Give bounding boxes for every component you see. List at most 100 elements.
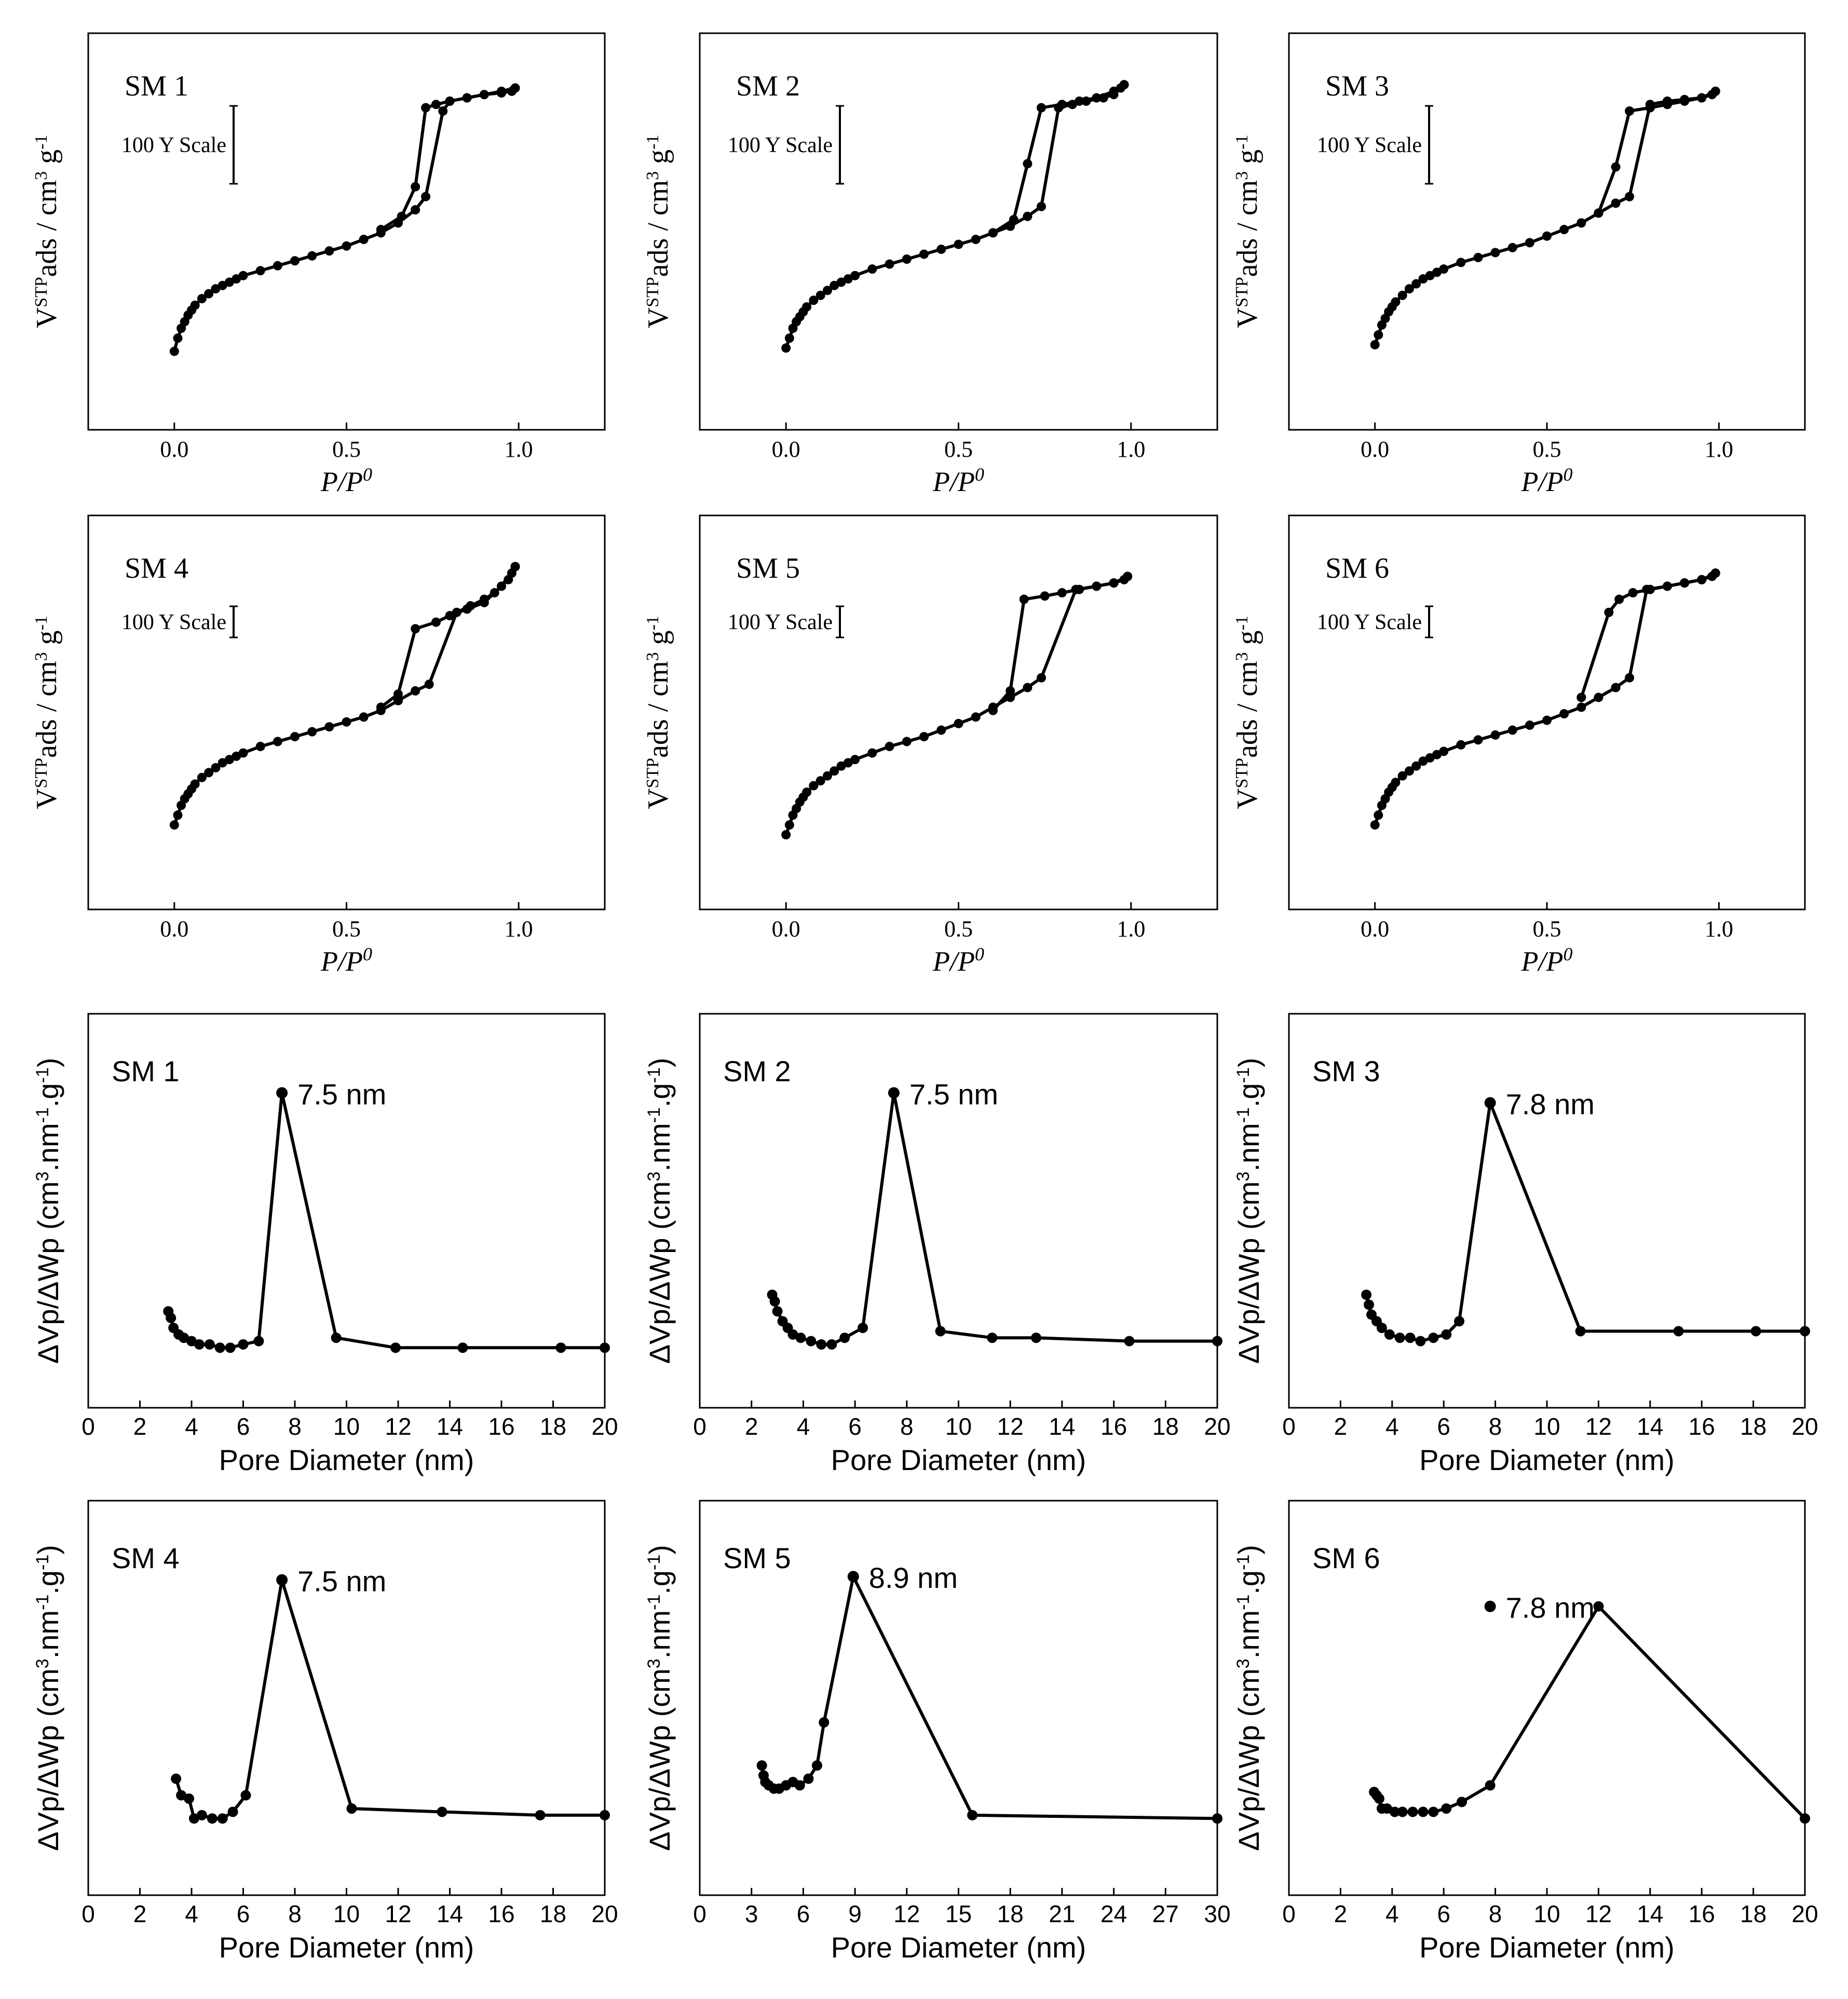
x-axis-label-superscript: 0 [975,464,984,485]
x-tick-label: 6 [797,1900,810,1927]
data-point [510,83,520,93]
data-point [438,106,448,116]
data-point [217,1813,228,1824]
data-point [935,1326,946,1337]
x-tick-label: 4 [1385,1413,1399,1440]
data-point [1009,215,1018,225]
chart-panel-iso2: 0.0 0.5 1.0 P/P0 VSTPads / cm3 g-1 SM 2 100 Y … [642,32,1218,497]
x-tick-label: 1.0 [1117,437,1145,462]
data-point [393,689,403,699]
x-tick-label: 4 [185,1413,198,1440]
data-point [1405,1332,1416,1343]
scale-bar-label: 100 Y Scale [1317,610,1422,634]
peak-label: 8.9 nm [869,1561,958,1594]
data-point [600,1810,610,1820]
data-point [1212,1336,1222,1347]
x-tick-label: 2 [133,1900,147,1927]
data-point [1439,264,1449,274]
data-point [936,244,946,254]
x-tick-label: 6 [237,1900,250,1927]
peak-label: 7.5 nm [297,1565,386,1598]
data-point [342,717,351,727]
data-point [867,264,877,274]
series-line-adsorption [172,566,517,826]
x-tick-label: 16 [1689,1413,1715,1440]
data-point [971,235,981,244]
chart-panel-iso4: 0.0 0.5 1.0 P/P0 VSTPads / cm3 g-1 SM 4 100 Y … [31,514,606,977]
x-tick-label: 0.5 [332,916,361,942]
y-axis-label-part: ΔVp/ΔWp (cm [643,1181,676,1364]
y-axis-label-part: -1 [32,616,51,630]
data-point [1611,683,1621,692]
panel-title: SM 2 [736,70,800,102]
x-axis-label: Pore Diameter (nm) [831,1444,1086,1476]
data-point [204,768,214,778]
series-line-PSD [167,1091,605,1350]
y-axis-label-part: 3 [33,1172,52,1181]
y-axis-label-part: ΔVp/ΔWp (cm [32,1181,64,1364]
data-point [445,611,455,621]
data-point [1439,746,1449,756]
x-axis-label-main: P/P [320,466,363,497]
data-point [186,1336,197,1347]
data-point [1109,578,1119,588]
data-point [802,787,812,797]
x-tick-label: 2 [133,1413,147,1440]
data-point [885,742,894,752]
data-point [1374,810,1383,820]
data-point [816,1339,827,1350]
data-point [1473,253,1483,263]
data-point [1473,735,1483,745]
x-tick-label: 1.0 [1705,916,1733,942]
y-axis-label-part: g [642,630,674,652]
chart-panel-iso6: 0.0 0.5 1.0 P/P0 VSTPads / cm3 g-1 SM 6 100 Y … [1231,514,1806,977]
x-tick-label: 18 [1740,1413,1767,1440]
data-point [197,294,207,304]
peak-marker [1484,1097,1496,1109]
y-axis-label-part: STP [1232,758,1252,788]
data-point [787,1329,798,1340]
data-point [479,90,489,100]
data-point [1800,1813,1810,1824]
x-tick-label: 14 [1637,1413,1663,1440]
y-axis-label-part: 3 [1232,652,1252,661]
data-point [1411,279,1421,289]
y-axis-label-part: .nm [1232,1610,1265,1658]
data-point [784,820,794,830]
peak-marker [888,1087,900,1099]
data-point [1710,568,1720,578]
y-axis-label-part: ads / cm [1231,661,1263,758]
y-axis-label: VSTPads / cm3 g-1 [31,135,63,329]
data-point [510,562,520,572]
x-tick-label: 0 [693,1900,706,1927]
data-point [497,581,506,591]
x-axis-label: P/P0 [1521,464,1573,497]
data-point [359,712,369,722]
x-tick-label: 10 [333,1900,360,1927]
y-axis-label-part: -1 [1233,1555,1253,1570]
y-axis-label-part: .nm [643,1610,676,1658]
data-point [1019,594,1029,604]
x-tick-label: 20 [591,1900,618,1927]
data-point [816,291,825,301]
series-line-PSD [1365,1101,1805,1343]
data-point [819,1717,830,1728]
data-point [421,192,431,201]
x-tick-label: 2 [1334,1413,1348,1440]
y-axis-label-part: -1 [33,1595,52,1610]
x-axis-label: Pore Diameter (nm) [1419,1931,1675,1964]
data-point [1037,673,1047,683]
y-axis-label-part: ) [32,1058,64,1068]
data-point [839,1332,850,1343]
x-tick-label: 16 [488,1413,514,1440]
y-axis-label-part: STP [32,277,51,307]
y-axis-label-part: .g [32,1570,64,1595]
data-point [207,1813,218,1824]
y-axis-label-part: .g [1232,1570,1265,1595]
data-point [1625,106,1635,116]
data-point [802,302,812,312]
x-tick-label: 3 [745,1900,758,1927]
data-point [803,1773,814,1784]
x-tick-label: 12 [1585,1900,1612,1927]
y-axis-label-part: -1 [643,616,662,630]
